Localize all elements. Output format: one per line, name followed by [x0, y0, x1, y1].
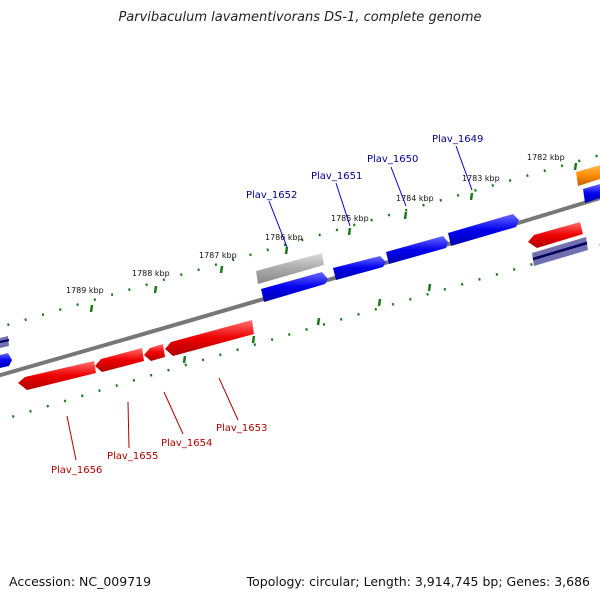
tick-label: 1783 kbp — [462, 174, 500, 183]
tick-label: 1786 kbp — [265, 233, 303, 242]
tick-label: 1785 kbp — [331, 214, 369, 223]
bottom-gene-labels: Plav_1653 Plav_1654 Plav_1655 Plav_1656 — [51, 377, 267, 476]
genome-info-text: Topology: circular; Length: 3,914,745 bp… — [246, 574, 590, 589]
gene-label-plav-1655[interactable]: Plav_1655 — [107, 451, 158, 462]
gene-label-plav-1650[interactable]: Plav_1650 — [367, 154, 418, 165]
tick-label: 1787 kbp — [199, 251, 237, 260]
gene-arrow-plav-1653[interactable] — [165, 320, 254, 356]
tick-label: 1789 kbp — [66, 286, 104, 295]
inner-tick-ring — [0, 243, 600, 422]
gene-arrow-right-red[interactable] — [528, 222, 583, 248]
tick-label: 1788 kbp — [132, 269, 170, 278]
top-gene-labels: Plav_1649 Plav_1650 Plav_1651 Plav_1652 — [246, 134, 483, 248]
gene-label-plav-1654[interactable]: Plav_1654 — [161, 438, 212, 449]
gene-label-plav-1653[interactable]: Plav_1653 — [216, 423, 267, 434]
gene-label-plav-1651[interactable]: Plav_1651 — [311, 171, 362, 182]
forward-genes — [0, 184, 600, 368]
gene-arrow-plav-1650[interactable] — [386, 236, 448, 264]
tick-labels: 1782 kbp 1783 kbp 1784 kbp 1785 kbp 1786… — [66, 153, 565, 295]
gene-arrow-left-edge[interactable] — [0, 353, 12, 368]
tick-label: 1782 kbp — [527, 153, 565, 162]
outer-tick-ring — [0, 153, 600, 329]
gene-arrow-plav-1652[interactable] — [261, 272, 328, 302]
gene-label-plav-1652[interactable]: Plav_1652 — [246, 190, 297, 201]
major-ticks — [89, 162, 578, 364]
gene-arrow-plav-1656[interactable] — [18, 361, 96, 390]
gene-arrow-plav-1651[interactable] — [333, 256, 386, 280]
tick-label: 1784 kbp — [396, 194, 434, 203]
gene-arrow-plav-1654[interactable] — [144, 344, 165, 361]
gene-arrow-plav-1655[interactable] — [95, 348, 144, 372]
gene-arrow-right-edge[interactable] — [583, 184, 600, 203]
gene-label-plav-1656[interactable]: Plav_1656 — [51, 465, 102, 476]
accession-text: Accession: NC_009719 — [9, 574, 152, 589]
gene-block-grey[interactable] — [256, 253, 324, 284]
gene-label-plav-1649[interactable]: Plav_1649 — [432, 134, 483, 145]
gene-arrow-plav-1649[interactable] — [448, 214, 519, 246]
gene-block-orange[interactable] — [576, 165, 600, 186]
reverse-genes — [18, 320, 254, 390]
genome-title: Parvibaculum lavamentivorans DS-1, compl… — [118, 10, 482, 25]
